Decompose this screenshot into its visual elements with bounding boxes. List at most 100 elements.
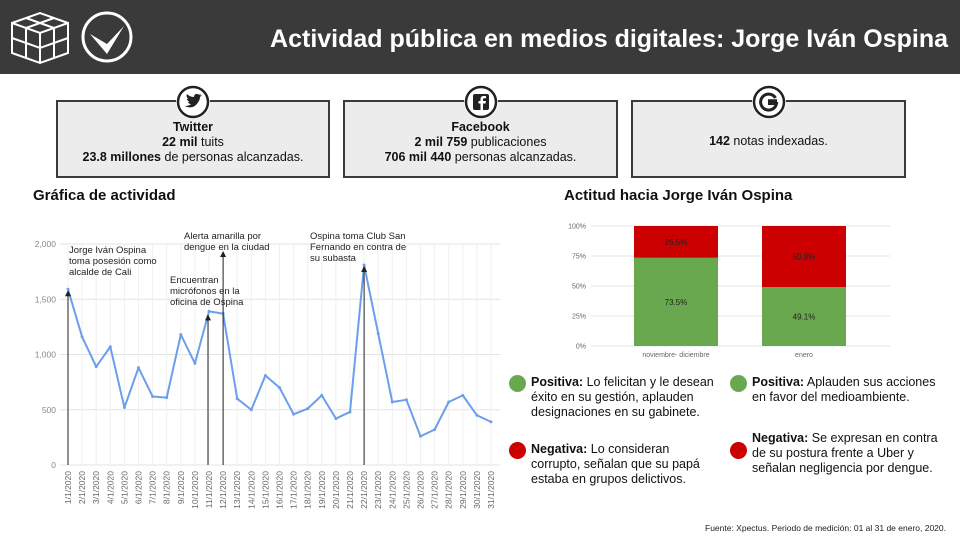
y-tick-label: 500: [42, 405, 56, 415]
x-tick-label: 5/1/2020: [119, 471, 129, 504]
annotation-text: toma posesión como: [69, 256, 157, 267]
bar-y-tick-label: 100%: [568, 224, 586, 231]
bar-data-label: 73.5%: [665, 298, 688, 307]
x-tick-label: 27/1/2020: [430, 471, 440, 509]
attitude-stacked-bar-chart: 0% 25% 50% 75% 100% 73.5% 26.5% noviembre- dici…: [568, 224, 890, 359]
facebook-posts: 2 mil 759 publicaciones: [414, 135, 547, 149]
page-title: Actividad pública en medios digitales: J…: [270, 25, 948, 53]
positive-dot-1: [509, 375, 526, 392]
data-point: [489, 420, 493, 424]
data-point: [94, 365, 98, 369]
bar-data-label: 49.1%: [793, 313, 816, 322]
x-tick-label: 6/1/2020: [134, 471, 144, 504]
data-point: [390, 400, 394, 404]
x-tick-label: 28/1/2020: [444, 471, 454, 509]
data-point: [334, 417, 338, 421]
bar-y-tick-label: 50%: [572, 284, 586, 291]
activity-chart-title: Gráfica de actividad: [33, 187, 176, 204]
annotation-text: Ospina toma Club San: [310, 231, 406, 242]
data-point: [80, 335, 84, 339]
facebook-icon: [463, 85, 498, 119]
attitude-chart-title: Actitud hacia Jorge Iván Ospina: [564, 187, 793, 204]
bar-category-label: noviembre- diciembre: [642, 352, 709, 359]
google-stats-card: 142 notas indexadas.: [631, 85, 906, 178]
y-tick-label: 1,500: [35, 294, 57, 304]
bar-segment-positiva: [762, 287, 846, 346]
x-tick-label: 1/1/2020: [63, 471, 73, 504]
data-point: [404, 398, 408, 402]
x-tick-label: 8/1/2020: [162, 471, 172, 504]
x-tick-label: 4/1/2020: [105, 471, 115, 504]
annotation-text: dengue en la ciudad: [184, 242, 270, 253]
x-tick-label: 26/1/2020: [416, 471, 426, 509]
data-point: [108, 345, 112, 349]
data-point: [447, 400, 451, 404]
data-point: [165, 396, 169, 400]
cube-logo-icon: [11, 11, 69, 65]
data-point: [433, 428, 437, 432]
x-tick-label: 15/1/2020: [260, 471, 270, 509]
data-point: [235, 397, 239, 401]
x-tick-label: 24/1/2020: [387, 471, 397, 509]
header-bar: Actividad pública en medios digitales: J…: [0, 0, 960, 74]
bar-segment-positiva: [634, 257, 718, 346]
data-point: [137, 366, 140, 370]
annotation-text: Encuentran: [170, 275, 219, 286]
annotation-text: su subasta: [310, 253, 357, 264]
annotation-text: Fernando en contra de: [310, 242, 406, 253]
data-point: [419, 434, 422, 438]
x-tick-label: 2/1/2020: [77, 471, 87, 504]
brand-logo-icon: [81, 11, 133, 63]
x-tick-label: 17/1/2020: [289, 471, 299, 509]
x-tick-label: 16/1/2020: [275, 471, 285, 509]
x-tick-label: 9/1/2020: [176, 471, 186, 504]
bar-y-tick-label: 25%: [572, 314, 586, 321]
x-tick-label: 29/1/2020: [458, 471, 468, 509]
data-point: [207, 309, 211, 313]
x-tick-label: 21/1/2020: [345, 471, 355, 509]
twitter-stats-card: Twitter 22 mil tuits 23.8 millones de pe…: [56, 85, 330, 178]
data-point: [348, 410, 352, 414]
x-tick-label: 14/1/2020: [246, 471, 256, 509]
negative-dot-1: [509, 442, 526, 459]
bar-y-tick-label: 0%: [576, 344, 586, 351]
annotation-text: oficina de Ospina: [170, 297, 244, 308]
annotation-text: micrófonos en la: [170, 286, 240, 297]
x-tick-label: 19/1/2020: [317, 471, 327, 509]
data-point: [66, 287, 70, 291]
data-point: [475, 413, 479, 417]
facebook-stats-card: Facebook 2 mil 759 publicaciones 706 mil…: [343, 85, 618, 178]
x-tick-label: 30/1/2020: [472, 471, 482, 509]
twitter-title: Twitter: [172, 120, 214, 134]
source-footer: Fuente: Xpectus. Periodo de medición: 01…: [705, 523, 946, 533]
x-tick-label: 20/1/2020: [331, 471, 341, 509]
x-tick-label: 7/1/2020: [148, 471, 158, 504]
x-tick-label: 22/1/2020: [359, 471, 369, 509]
x-tick-label: 23/1/2020: [373, 471, 383, 509]
x-tick-label: 25/1/2020: [401, 471, 411, 509]
annotation-text: Alerta amarilla por: [184, 231, 261, 242]
data-point: [306, 407, 310, 411]
twitter-icon: [176, 85, 210, 119]
activity-line-chart: 0 500 1,000 1,500 2,000 1/1/2020 2/1/2020 3/1/2…: [35, 231, 500, 509]
x-tick-label: 18/1/2020: [303, 471, 313, 509]
data-point: [249, 408, 253, 412]
x-tick-label: 10/1/2020: [190, 471, 200, 509]
legend-negative-1: Negativa: Lo consideran corrupto, señala…: [531, 442, 700, 486]
annotation-text: Jorge Iván Ospina: [69, 245, 147, 256]
x-tick-label: 31/1/2020: [486, 471, 496, 509]
google-icon: [751, 85, 786, 119]
negative-dot-2: [730, 442, 747, 459]
positive-dot-2: [730, 375, 747, 392]
bar-segment-negativa: [634, 226, 718, 258]
legend-positive-1: Positiva: Lo felicitan y le desean éxito…: [531, 375, 714, 419]
data-point: [179, 333, 183, 337]
y-tick-label: 1,000: [35, 350, 57, 360]
annotation-text: alcalde de Cali: [69, 267, 131, 278]
data-point: [151, 394, 155, 398]
bar-segment-negativa: [762, 226, 846, 288]
